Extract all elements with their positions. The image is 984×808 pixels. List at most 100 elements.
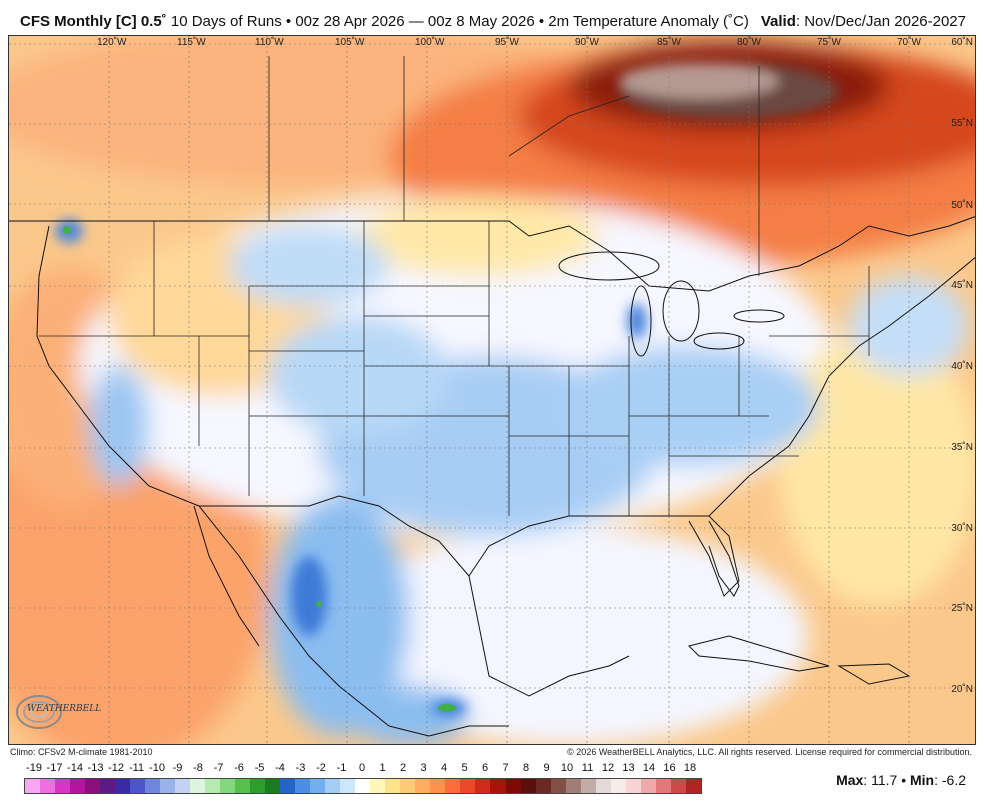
green-spot — [438, 704, 456, 712]
model-resolution: 0.5˚ — [140, 13, 167, 30]
valid-period: Valid: Nov/Dec/Jan 2026-2027 — [761, 13, 966, 30]
colorbar-swatch — [220, 779, 236, 793]
colorbar-swatch — [445, 779, 461, 793]
borders — [9, 216, 975, 737]
colorbar-swatch — [595, 779, 611, 793]
lon-label: 110˚W — [255, 36, 284, 48]
colorbar-swatch — [250, 779, 266, 793]
colorbar-swatch — [100, 779, 116, 793]
colorbar-label: -5 — [254, 762, 265, 774]
lon-label: 70˚W — [897, 36, 921, 48]
colorbar-label: 13 — [622, 762, 635, 774]
colorbar-label: 12 — [601, 762, 615, 774]
lon-label: 105˚W — [335, 36, 365, 48]
colorbar-swatch — [355, 779, 371, 793]
max-label: Max — [836, 772, 864, 788]
colorbar-label: 10 — [560, 762, 574, 774]
valid-value: : Nov/Dec/Jan 2026-2027 — [795, 13, 966, 30]
colorbar-label: -19 — [26, 762, 42, 774]
colorbar: -19 -17 -14 -13 -12 -11 -10 -9 -8 -7 -6 -5 -4 -3 -2 -1 0… — [24, 762, 704, 802]
colorbar-swatch — [40, 779, 56, 793]
lon-label: 115˚W — [177, 36, 206, 48]
colorbar-swatch — [160, 779, 176, 793]
colorbar-label: -10 — [149, 762, 165, 774]
colorbar-swatch — [145, 779, 161, 793]
colorbar-label: -6 — [234, 762, 244, 774]
colorbar-swatch — [310, 779, 326, 793]
colorbar-swatch — [85, 779, 101, 793]
colorbar-swatch — [565, 779, 581, 793]
colorbar-label: 6 — [481, 762, 489, 774]
colorbar-swatch — [550, 779, 566, 793]
colorbar-label: -17 — [46, 762, 63, 774]
colorbar-swatch — [130, 779, 146, 793]
weatherbell-logo: WEATHERBELL — [13, 692, 103, 732]
colorbar-swatch — [490, 779, 506, 793]
colorbar-label: -1 — [336, 762, 347, 774]
colorbar-label: 2 — [399, 762, 407, 774]
colorbar-swatch — [475, 779, 491, 793]
colorbar-swatch — [175, 779, 191, 793]
colorbar-swatch — [430, 779, 446, 793]
colorbar-swatch — [580, 779, 596, 793]
colorbar-swatch — [670, 779, 686, 793]
anomaly-cores — [55, 63, 839, 716]
colorbar-label: -2 — [316, 762, 326, 774]
colorbar-swatch — [55, 779, 71, 793]
separator: • — [901, 772, 910, 788]
colorbar-swatch — [460, 779, 476, 793]
lat-label: 60˚N — [951, 36, 973, 48]
colorbar-swatch — [610, 779, 626, 793]
max-min-readout: Max: 11.7 • Min: -6.2 — [836, 772, 966, 788]
anomaly-map: 120˚W 115˚W 110˚W 105˚W 100˚W 95˚W 90˚W … — [8, 35, 976, 745]
run-description: 10 Days of Runs • 00z 28 Apr 2026 — 00z … — [170, 13, 749, 30]
map-title: CFS Monthly [C] 0.5˚ 10 Days of Runs • 0… — [20, 13, 749, 30]
min-label: Min — [909, 772, 935, 788]
colorbar-label: 4 — [440, 762, 448, 774]
graticule — [9, 36, 975, 744]
colorbar-swatch — [325, 779, 341, 793]
lon-label: 100˚W — [415, 36, 445, 48]
colorbar-swatch — [400, 779, 416, 793]
climo-note: Climo: CFSv2 M-climate 1981-2010 — [10, 747, 153, 757]
colorbar-label: 8 — [522, 762, 530, 774]
colorbar-swatch — [295, 779, 311, 793]
colorbar-label: 1 — [379, 762, 386, 774]
colorbar-label: -13 — [87, 762, 104, 774]
colorbar-label: 18 — [683, 762, 697, 774]
lon-label: 120˚W — [97, 36, 127, 48]
colorbar-label: 11 — [581, 762, 594, 774]
colorbar-swatch — [385, 779, 401, 793]
colorbar-swatch — [265, 779, 281, 793]
map-canvas: 120˚W 115˚W 110˚W 105˚W 100˚W 95˚W 90˚W … — [9, 36, 975, 744]
colorbar-swatch — [370, 779, 386, 793]
model-name: CFS Monthly [C] — [20, 13, 137, 30]
colorbar-swatches — [24, 778, 702, 794]
colorbar-label: 0 — [358, 762, 366, 774]
colorbar-label: 7 — [502, 762, 509, 774]
colorbar-swatch — [655, 779, 671, 793]
green-spot — [63, 226, 71, 234]
colorbar-swatch — [505, 779, 521, 793]
lon-labels: 120˚W 115˚W 110˚W 105˚W 100˚W 95˚W 90˚W … — [97, 36, 921, 48]
colorbar-swatch — [235, 779, 251, 793]
logo-swirl-icon — [16, 695, 62, 729]
colorbar-label: 5 — [461, 762, 468, 774]
colorbar-label: -4 — [275, 762, 285, 774]
lat-label: 50˚N — [951, 199, 973, 211]
colorbar-swatch — [25, 779, 41, 793]
lat-label: 55˚N — [951, 117, 973, 129]
lat-label: 30˚N — [951, 522, 973, 534]
lon-label: 90˚W — [575, 36, 599, 48]
colorbar-swatch — [520, 779, 536, 793]
min-value: : -6.2 — [934, 772, 966, 788]
colorbar-label: -12 — [108, 762, 124, 774]
lat-labels: 60˚N 55˚N 50˚N 45˚N 40˚N 35˚N 30˚N 25˚N … — [951, 36, 973, 695]
copyright-note: © 2026 WeatherBELL Analytics, LLC. All r… — [567, 747, 972, 757]
colorbar-label: 9 — [543, 762, 550, 774]
colorbar-swatch — [115, 779, 131, 793]
colorbar-label: -9 — [172, 762, 183, 774]
lat-label: 45˚N — [951, 279, 973, 291]
lat-label: 25˚N — [951, 602, 973, 614]
lon-label: 85˚W — [657, 36, 681, 48]
